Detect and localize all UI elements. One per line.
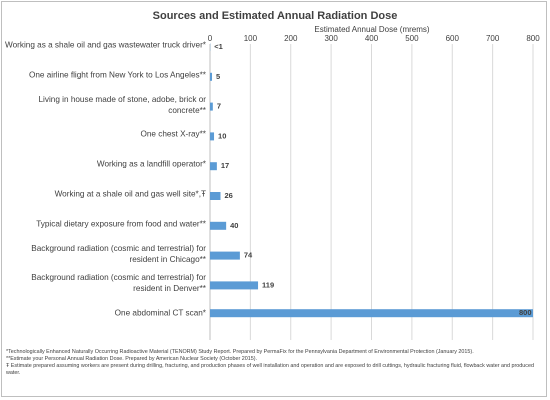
- data-label: 17: [221, 161, 229, 170]
- bar: [210, 221, 227, 230]
- bar: [210, 162, 217, 171]
- data-label: <1: [214, 42, 223, 51]
- footnote: Ŧ Estimate prepared assuming workers are…: [6, 363, 534, 376]
- footnote: *Technologically Enhanced Naturally Occu…: [6, 349, 474, 355]
- y-tick-label: Background radiation (cosmic and terrest…: [31, 273, 206, 294]
- x-tick-label: 200: [284, 34, 298, 43]
- footnote: **Estimate your Personal Annual Radiatio…: [6, 356, 258, 362]
- y-tick-label: Working at a shale oil and gas well site…: [54, 189, 206, 199]
- data-label: 5: [216, 72, 220, 81]
- bar: [210, 132, 215, 141]
- x-tick-label: 700: [486, 34, 500, 43]
- data-label: 74: [244, 251, 253, 260]
- bar: [210, 251, 240, 260]
- data-label: 800: [519, 308, 532, 317]
- x-tick-label: 400: [365, 34, 379, 43]
- x-tick-label: 100: [244, 34, 258, 43]
- y-tick-label: Typical dietary exposure from food and w…: [36, 219, 206, 229]
- data-label: 7: [217, 102, 221, 111]
- chart-title: Sources and Estimated Annual Radiation D…: [153, 10, 398, 22]
- x-tick-label: 800: [526, 34, 540, 43]
- y-tick-label: One abdominal CT scan*: [114, 308, 206, 318]
- y-tick-label: One chest X-ray**: [140, 129, 206, 139]
- x-tick-label: 0: [208, 34, 213, 43]
- y-tick-label: Background radiation (cosmic and terrest…: [31, 243, 206, 264]
- y-tick-label: Working as a landfill operator*: [96, 159, 206, 169]
- x-tick-label: 300: [324, 34, 338, 43]
- y-tick-label: Working as a shale oil and gas wastewate…: [5, 40, 206, 50]
- x-tick-label: 600: [446, 34, 460, 43]
- y-tick-label: One airline flight from New York to Los …: [28, 70, 206, 80]
- axis-title: Estimated Annual Dose (mrems): [314, 25, 429, 34]
- bar: [210, 72, 213, 81]
- y-tick-label: Living in house made of stone, adobe, br…: [38, 94, 207, 115]
- bar: [210, 309, 533, 318]
- bar: [210, 102, 213, 111]
- bar: [210, 281, 259, 290]
- bar: [210, 192, 221, 200]
- data-label: 119: [262, 280, 274, 289]
- x-tick-label: 500: [405, 34, 419, 43]
- data-label: 26: [224, 191, 232, 200]
- data-label: 10: [218, 131, 226, 140]
- data-label: 40: [230, 221, 238, 230]
